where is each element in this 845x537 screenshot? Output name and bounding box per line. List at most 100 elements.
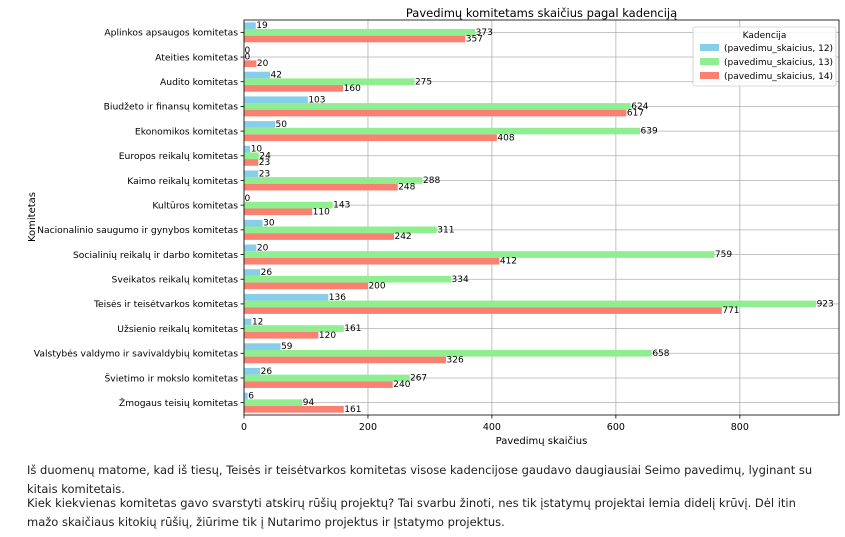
category-label: Švietimo ir mokslo komitetas <box>104 372 238 384</box>
bar-value-label: 240 <box>393 380 410 390</box>
bar-value-label: 110 <box>313 207 330 217</box>
bar <box>244 29 476 36</box>
bar-chart: 1937335700204227516010362461750639408102… <box>27 6 840 447</box>
legend-swatch <box>700 58 719 65</box>
bar <box>244 177 423 184</box>
legend-swatch <box>700 44 719 51</box>
category-label: Ateities komitetas <box>155 52 238 63</box>
bar-value-label: 326 <box>447 355 464 365</box>
bar-value-label: 30 <box>263 219 275 229</box>
bar <box>244 349 652 357</box>
x-tick-label: 400 <box>483 422 501 433</box>
bar <box>244 183 398 191</box>
bar-value-label: 0 <box>245 53 251 63</box>
bar-value-label: 200 <box>368 281 385 291</box>
category-label: Europos reikalų komitetas <box>119 151 238 162</box>
bar <box>244 300 817 308</box>
bar-value-label: 759 <box>715 250 732 260</box>
bar <box>244 233 394 240</box>
bar <box>244 331 319 339</box>
bar-value-label: 639 <box>641 127 658 137</box>
bar <box>244 201 333 209</box>
category-label: Aplinkos apsaugos komitetas <box>104 28 238 39</box>
legend-title: Kadencija <box>743 31 787 41</box>
bar-value-label: 26 <box>261 367 273 377</box>
bar-value-label: 19 <box>256 21 268 31</box>
bar <box>244 399 303 406</box>
bar-value-label: 311 <box>437 225 454 235</box>
bar-value-label: 624 <box>631 102 648 112</box>
bar <box>244 60 257 68</box>
plot-frame <box>243 19 840 416</box>
category-label: Socialinių reikalų ir darbo komitetas <box>73 250 238 261</box>
bar-value-label: 10 <box>251 145 263 155</box>
bar <box>244 374 410 382</box>
bar-value-label: 24 <box>259 151 271 161</box>
bar-value-label: 0 <box>245 46 251 56</box>
category-label: Žmogaus teisių komitetas <box>119 397 238 409</box>
legend-swatch <box>700 72 719 79</box>
bar <box>244 251 715 258</box>
bar <box>244 170 259 178</box>
bar <box>244 307 722 314</box>
category-label: Kaimo reikalų komitetas <box>127 176 238 187</box>
bar-value-label: 42 <box>271 71 282 81</box>
bar <box>244 85 344 92</box>
bar-value-label: 143 <box>333 201 350 211</box>
bar <box>244 96 308 104</box>
analysis-paragraph-1: Iš duomenų matome, kad iš tiesų, Teisės … <box>27 463 813 496</box>
bar-value-label: 136 <box>329 293 346 303</box>
bar-value-label: 771 <box>722 306 739 316</box>
y-tick-labels: Aplinkos apsaugos komitetas Ateities komi… <box>34 28 244 409</box>
bar <box>244 325 344 332</box>
bar <box>244 293 329 301</box>
bar <box>244 127 641 135</box>
legend-entry: (pavedimu_skaicius, 13) <box>724 58 833 68</box>
bar-value-label: 617 <box>627 109 644 119</box>
bar <box>244 208 313 216</box>
bar <box>244 226 437 234</box>
bar <box>244 78 415 86</box>
bar-value-label: 288 <box>423 176 440 186</box>
x-axis-label: Pavedimų skaičius <box>496 435 588 447</box>
bar <box>244 109 627 117</box>
category-label: Užsienio reikalų komitetas <box>117 324 238 335</box>
bar <box>244 244 257 252</box>
bar <box>244 282 368 290</box>
bar-value-label: 248 <box>398 183 415 193</box>
x-tick-labels: 0 200 400 600 800 <box>241 415 749 433</box>
bar-value-label: 6 <box>248 392 254 402</box>
category-label: Nacionalinio saugumo ir gynybos komiteta… <box>37 225 238 236</box>
bar-value-label: 408 <box>497 133 514 143</box>
x-tick-label: 0 <box>241 422 247 433</box>
bar-value-label: 23 <box>259 169 270 179</box>
x-tick-label: 600 <box>607 422 625 433</box>
bar-value-label: 94 <box>303 398 315 408</box>
chart-title: Pavedimų komitetams skaičius pagal kaden… <box>406 6 677 20</box>
bar <box>244 219 263 227</box>
bar <box>244 159 259 166</box>
bar-value-label: 357 <box>466 35 483 45</box>
bar-value-label: 50 <box>275 120 287 130</box>
category-label: Teisės ir teisėtvarkos komitetas <box>93 299 238 310</box>
bar <box>244 356 447 364</box>
bar-value-label: 160 <box>344 84 361 94</box>
bar <box>244 145 251 153</box>
bar <box>244 318 252 326</box>
legend-entry: (pavedimu_skaicius, 12) <box>724 44 833 54</box>
bar-value-label: 161 <box>344 405 361 415</box>
category-label: Biudžeto ir finansų komitetas <box>104 102 239 113</box>
bar-value-label: 923 <box>817 299 834 309</box>
chart-legend: Kadencija (pavedimu_skaicius, 12) (pavedi… <box>692 26 837 87</box>
bar <box>244 152 259 160</box>
category-label: Kultūros komitetas <box>152 200 238 211</box>
bar <box>244 405 344 413</box>
bar-value-label: 161 <box>344 324 361 334</box>
x-tick-label: 800 <box>731 422 749 433</box>
category-label: Sveikatos reikalų komitetas <box>112 275 239 286</box>
bar-value-label: 275 <box>415 77 432 87</box>
bar <box>244 381 393 388</box>
bar-value-label: 658 <box>652 349 669 359</box>
bar-value-label: 103 <box>308 95 325 105</box>
bar-value-label: 20 <box>257 59 269 69</box>
